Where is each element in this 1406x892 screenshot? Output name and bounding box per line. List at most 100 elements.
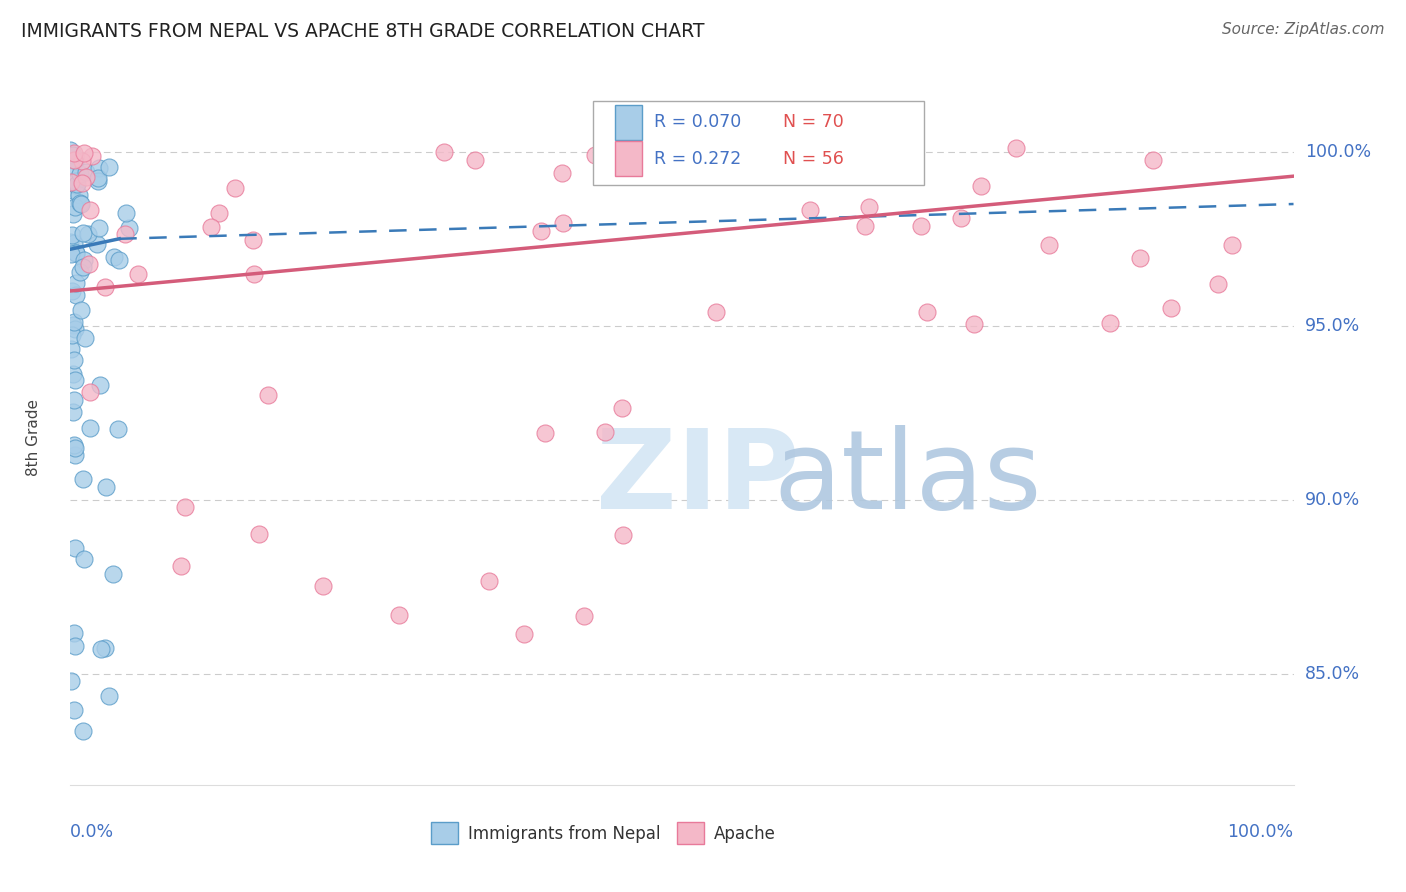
Point [62,148,84,162]
Text: N = 56: N = 56 [783,150,845,168]
Point [63,626,86,640]
Point [242,267,264,281]
Point [1206,277,1229,291]
Point [60,327,83,342]
Point [65,246,87,260]
Point [89,220,111,235]
Point [63,315,86,329]
Point [79,385,101,400]
Point [432,145,454,160]
Point [963,317,986,331]
Point [69,196,91,211]
Text: Apache: Apache [714,825,776,843]
Point [87,161,110,175]
Point [65,276,87,290]
Text: R = 0.272: R = 0.272 [654,150,741,168]
Point [1129,251,1152,265]
FancyBboxPatch shape [614,104,641,139]
Point [62,236,84,251]
Point [62,405,84,419]
Point [98,160,121,174]
Point [65,174,87,188]
Point [65,178,87,192]
Point [855,219,877,234]
Point [63,448,86,462]
Point [72,153,94,168]
Point [114,227,136,241]
Point [910,219,932,234]
Point [60,228,83,243]
Text: 8th Grade: 8th Grade [27,399,41,475]
Point [127,267,149,281]
Text: ZIP: ZIP [596,425,800,533]
Point [59,160,82,174]
Point [915,305,938,319]
Point [60,183,83,197]
Text: atlas: atlas [773,425,1042,533]
Point [72,472,94,486]
Point [65,640,87,654]
Point [90,642,112,657]
Point [67,187,90,202]
Point [62,438,84,452]
Point [72,146,94,161]
Point [1142,153,1164,167]
Point [170,558,193,573]
Point [79,257,101,271]
Point [89,377,111,392]
Point [477,574,499,589]
Point [65,153,87,168]
Point [59,673,82,688]
Point [60,284,83,298]
Point [73,253,96,268]
Point [79,421,101,435]
Point [94,640,117,655]
Point [174,500,197,515]
Point [75,169,97,184]
Point [59,247,82,261]
Point [75,330,97,344]
Point [63,322,86,336]
Point [593,425,616,440]
Point [62,367,84,381]
Point [799,202,821,217]
Point [70,302,93,317]
Point [75,165,97,179]
Point [1038,238,1060,252]
Text: Immigrants from Nepal: Immigrants from Nepal [468,825,661,843]
Text: R = 0.070: R = 0.070 [654,113,741,131]
Point [65,441,87,455]
FancyBboxPatch shape [678,822,704,844]
Point [63,703,86,717]
Point [200,219,222,234]
Point [59,143,82,157]
Point [80,149,103,163]
FancyBboxPatch shape [432,822,458,844]
Point [534,425,557,440]
Point [464,153,486,168]
Text: IMMIGRANTS FROM NEPAL VS APACHE 8TH GRADE CORRELATION CHART: IMMIGRANTS FROM NEPAL VS APACHE 8TH GRAD… [21,22,704,41]
Point [62,153,84,168]
Point [62,392,84,407]
Point [247,526,270,541]
Point [70,196,93,211]
Point [1160,301,1182,315]
Point [572,608,595,623]
FancyBboxPatch shape [614,141,641,176]
Point [65,287,87,301]
Point [73,551,96,566]
Point [583,148,606,162]
Point [86,170,108,185]
Point [79,203,101,218]
Point [69,264,91,278]
Point [103,250,125,264]
Text: 100.0%: 100.0% [1227,823,1294,841]
Point [76,227,98,242]
Point [704,305,727,319]
Point [63,146,86,161]
Point [530,224,553,238]
Text: 90.0%: 90.0% [1305,491,1360,508]
Point [62,318,84,332]
Point [59,235,82,250]
Point [72,260,94,275]
